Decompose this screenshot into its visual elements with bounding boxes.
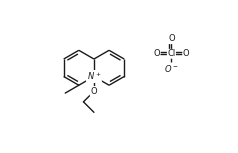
Text: $O^-$: $O^-$ [164,63,179,74]
Text: O: O [91,87,97,96]
Text: O: O [183,49,189,58]
Text: $N^+$: $N^+$ [87,71,101,82]
Text: O: O [168,34,175,43]
Text: O: O [153,49,160,58]
Text: Cl: Cl [167,49,176,58]
